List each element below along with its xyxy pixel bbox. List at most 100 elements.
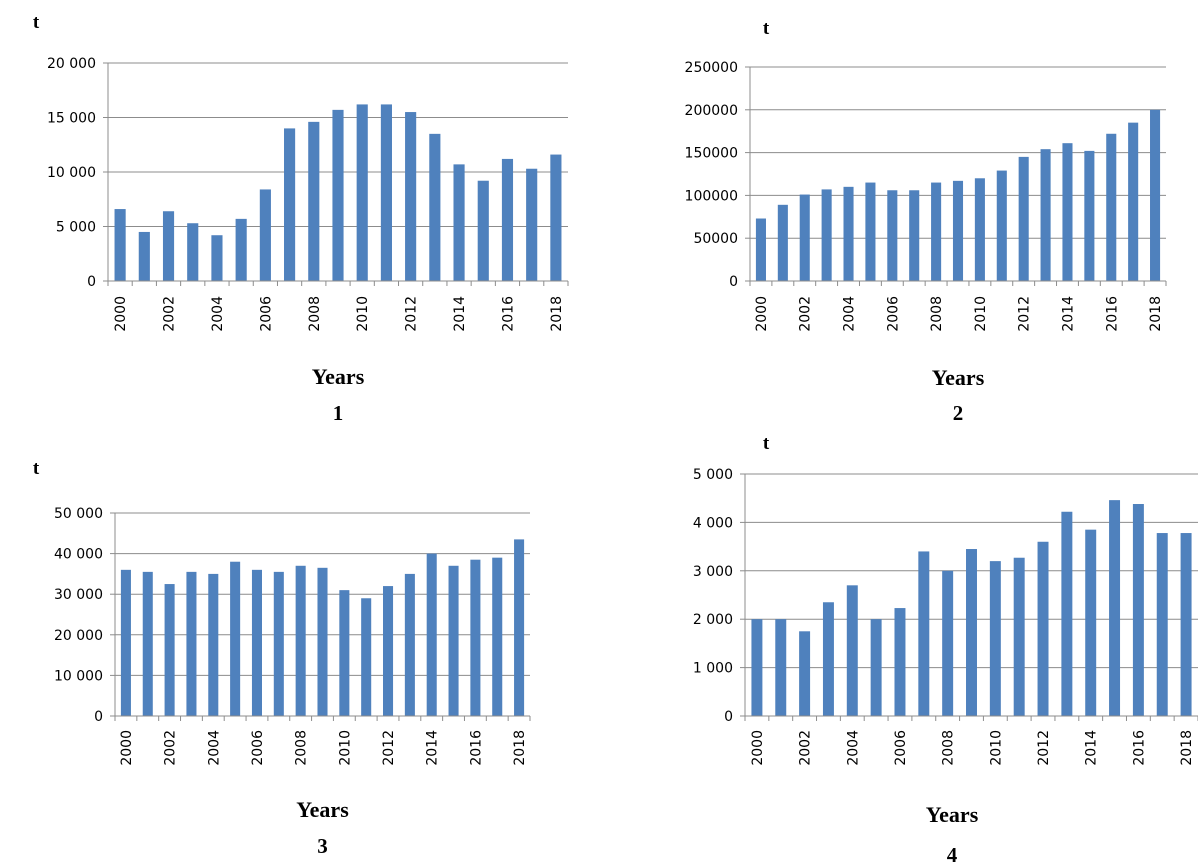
chart-panel-1: 0 5 000 10 000 15 000 20 000 2000 2002 2004 2006… (33, 12, 569, 425)
x-tick-label: 2016 (1131, 730, 1147, 766)
x-tick-label: 2006 (250, 730, 266, 766)
bar-2016 (470, 559, 481, 716)
bar-2010 (356, 104, 368, 281)
x-tick-label: 2016 (468, 730, 484, 766)
bar-2007 (909, 190, 920, 281)
x-tick-label: 2008 (294, 730, 310, 766)
bar-2003 (822, 602, 834, 716)
x-tick-label: 2014 (1084, 730, 1100, 766)
bar-2003 (821, 189, 832, 281)
bar-2001 (142, 571, 153, 716)
x-tick-label: 2010 (337, 730, 353, 766)
y-tick-label: 0 (724, 709, 733, 725)
bar-2008 (931, 182, 942, 281)
bar-2010 (339, 590, 350, 716)
bar-2002 (162, 211, 175, 281)
bar-2007 (918, 551, 930, 716)
bar-2000 (114, 209, 126, 281)
bar-2008 (308, 121, 320, 281)
bar-2009 (317, 567, 328, 716)
y-unit-label: t (763, 433, 770, 454)
x-axis-title: Years (932, 365, 985, 390)
x-tick-label: 2018 (1179, 730, 1195, 766)
bar-2003 (186, 571, 197, 716)
y-tick-label: 150000 (685, 146, 738, 162)
x-tick-label: 2014 (425, 730, 441, 766)
x-tick-label: 2002 (798, 730, 814, 766)
x-tick-label: 2012 (1017, 296, 1033, 332)
bar-2017 (1156, 533, 1168, 716)
bar-2004 (211, 235, 223, 281)
y-tick-label: 0 (729, 274, 738, 290)
y-tick-label: 0 (94, 709, 103, 725)
panel-number: 2 (953, 401, 964, 425)
bar-2004 (843, 186, 854, 281)
y-tick-label: 30 000 (54, 587, 103, 603)
panel-number: 4 (947, 843, 958, 865)
x-tick-label: 2018 (1148, 296, 1164, 332)
bar-2017 (1128, 122, 1139, 281)
x-tick-label: 2004 (210, 296, 226, 332)
x-tick-label: 2002 (162, 296, 178, 332)
y-tick-label: 1 000 (693, 661, 733, 677)
y-tick-label: 10 000 (47, 165, 96, 181)
bar-2009 (332, 109, 344, 282)
bar-2004 (846, 585, 858, 716)
y-tick-label: 200000 (685, 103, 738, 119)
x-tick-label: 2014 (1060, 296, 1076, 332)
x-tick-label: 2016 (500, 296, 516, 332)
x-tick-label: 2006 (893, 730, 909, 766)
x-tick-label: 2000 (119, 730, 135, 766)
y-tick-label: 2 000 (693, 612, 733, 628)
bar-2014 (453, 164, 465, 281)
bar-2003 (187, 223, 199, 281)
bar-2015 (448, 565, 459, 716)
x-tick-label: 2016 (1104, 296, 1120, 332)
y-tick-label: 50 000 (54, 506, 103, 522)
bar-2016 (1132, 504, 1144, 716)
x-tick-label: 2000 (754, 296, 770, 332)
y-unit-label: t (33, 458, 40, 479)
y-tick-label: 250000 (685, 60, 738, 76)
bar-2018 (514, 539, 525, 716)
bar-2012 (405, 112, 417, 281)
bar-2013 (1061, 511, 1073, 716)
chart-panel-3: 0 10 000 20 000 30 000 40 000 50 000 2000 2002 2… (33, 458, 531, 858)
x-tick-label: 2000 (113, 296, 129, 332)
bar-2008 (295, 565, 306, 716)
x-tick-label: 2008 (307, 296, 323, 332)
bar-2018 (550, 154, 562, 281)
x-tick-label: 2002 (163, 730, 179, 766)
x-tick-label: 2010 (973, 296, 989, 332)
x-axis-title: Years (312, 364, 365, 389)
bar-2009 (952, 180, 964, 281)
bar-2012 (1018, 156, 1029, 281)
x-axis-title: Years (926, 802, 979, 827)
x-tick-label: 2012 (381, 730, 397, 766)
bar-2014 (1085, 529, 1097, 716)
bar-2013 (404, 573, 415, 716)
y-tick-label: 0 (87, 274, 96, 290)
chart-panel-2: 0 50000 100000 150000 200000 250000 2000 2002 20… (685, 18, 1167, 425)
y-tick-label: 5 000 (693, 467, 733, 483)
bar-2006 (894, 608, 906, 716)
bar-2012 (1037, 541, 1049, 716)
bar-2013 (1040, 149, 1051, 281)
bar-2005 (235, 218, 247, 281)
y-tick-label: 20 000 (47, 56, 96, 72)
bar-2002 (799, 194, 810, 281)
bar-2006 (259, 189, 271, 281)
y-tick-label: 3 000 (693, 564, 733, 580)
bar-2006 (251, 569, 262, 716)
bar-2013 (429, 133, 441, 281)
y-tick-label: 10 000 (54, 668, 103, 684)
x-tick-label: 2004 (206, 730, 222, 766)
bar-2010 (989, 561, 1001, 716)
y-tick-label: 15 000 (47, 111, 96, 127)
y-tick-label: 100000 (685, 188, 738, 204)
x-tick-label: 2014 (452, 296, 468, 332)
bar-2005 (870, 619, 882, 716)
x-tick-label: 2008 (941, 730, 957, 766)
x-tick-label: 2012 (404, 296, 420, 332)
